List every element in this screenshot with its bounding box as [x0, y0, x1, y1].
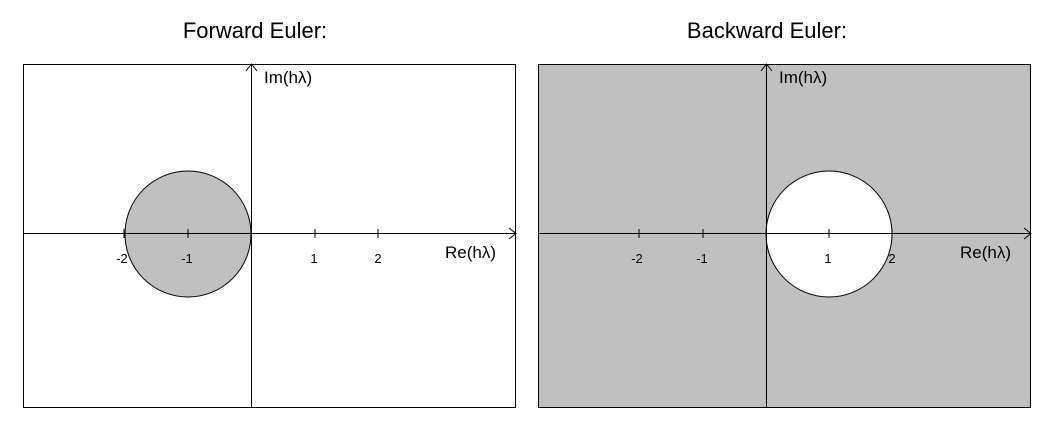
- forward-euler-tick-label: -1: [181, 251, 193, 266]
- backward-euler-real-axis-arrow: [1023, 227, 1032, 240]
- forward-euler-tick-label: 1: [310, 251, 317, 266]
- backward-euler-tick-label: -2: [631, 251, 643, 266]
- forward-euler-real-axis-arrow: [508, 227, 517, 240]
- backward-euler-tick-label: 1: [824, 251, 831, 266]
- backward-euler-panel: -2 -1 1 2 Im(hλ) Re(hλ): [538, 63, 1032, 408]
- forward-euler-frame: [23, 64, 516, 408]
- backward-euler-imag-axis-arrow: [760, 63, 773, 72]
- forward-euler-ylabel: Im(hλ): [264, 68, 312, 87]
- forward-euler-panel: -2 -1 1 2 Im(hλ) Re(hλ): [23, 63, 517, 408]
- forward-euler-title: Forward Euler:: [182, 18, 328, 43]
- backward-euler-tick-label: -1: [696, 251, 708, 266]
- forward-euler-imag-axis-arrow: [245, 63, 258, 72]
- forward-euler-xlabel: Re(hλ): [445, 243, 496, 262]
- forward-euler-tick-label: 2: [374, 251, 381, 266]
- backward-euler-tick-label: 2: [888, 251, 895, 266]
- backward-euler-title: Backward Euler:: [686, 18, 848, 43]
- backward-euler-ylabel: Im(hλ): [779, 68, 827, 87]
- backward-euler-xlabel: Re(hλ): [960, 243, 1011, 262]
- forward-euler-tick-label: -2: [116, 251, 128, 266]
